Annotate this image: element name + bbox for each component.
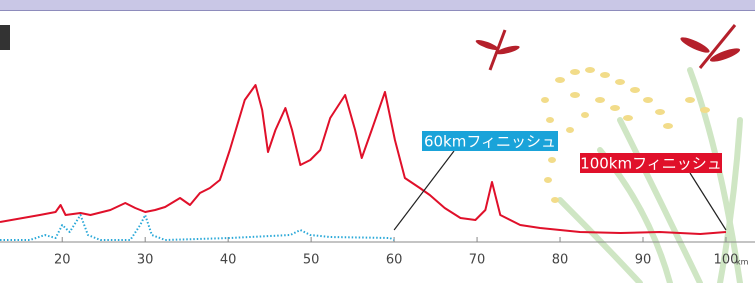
x-tick-label: 90: [635, 253, 652, 268]
dragonfly: [475, 30, 521, 70]
x-tick-label: 30: [137, 253, 154, 268]
x-tick-label: 70: [469, 253, 486, 268]
x-tick-label: 20: [54, 253, 71, 268]
series-line: [0, 215, 394, 240]
x-unit: km: [736, 258, 749, 267]
x-tick-label: 60: [386, 253, 403, 268]
chart: 20 30 40 50 60 70 80 90 100km 60kmフィニッシュ 100kmフィニッ…: [0, 0, 755, 283]
x-tick-label: 50: [303, 253, 320, 268]
x-tick-label: 80: [552, 253, 569, 268]
marker: [0, 25, 10, 50]
x-tick-label: 40: [220, 253, 237, 268]
annotation-text: 100kmフィニッシュ: [580, 155, 722, 173]
top-bar: [0, 0, 755, 10]
leader-line: [394, 151, 454, 230]
dragonfly: [679, 25, 742, 68]
annotation-text: 60kmフィニッシュ: [424, 133, 556, 151]
x-tick-label: 100: [714, 253, 739, 268]
